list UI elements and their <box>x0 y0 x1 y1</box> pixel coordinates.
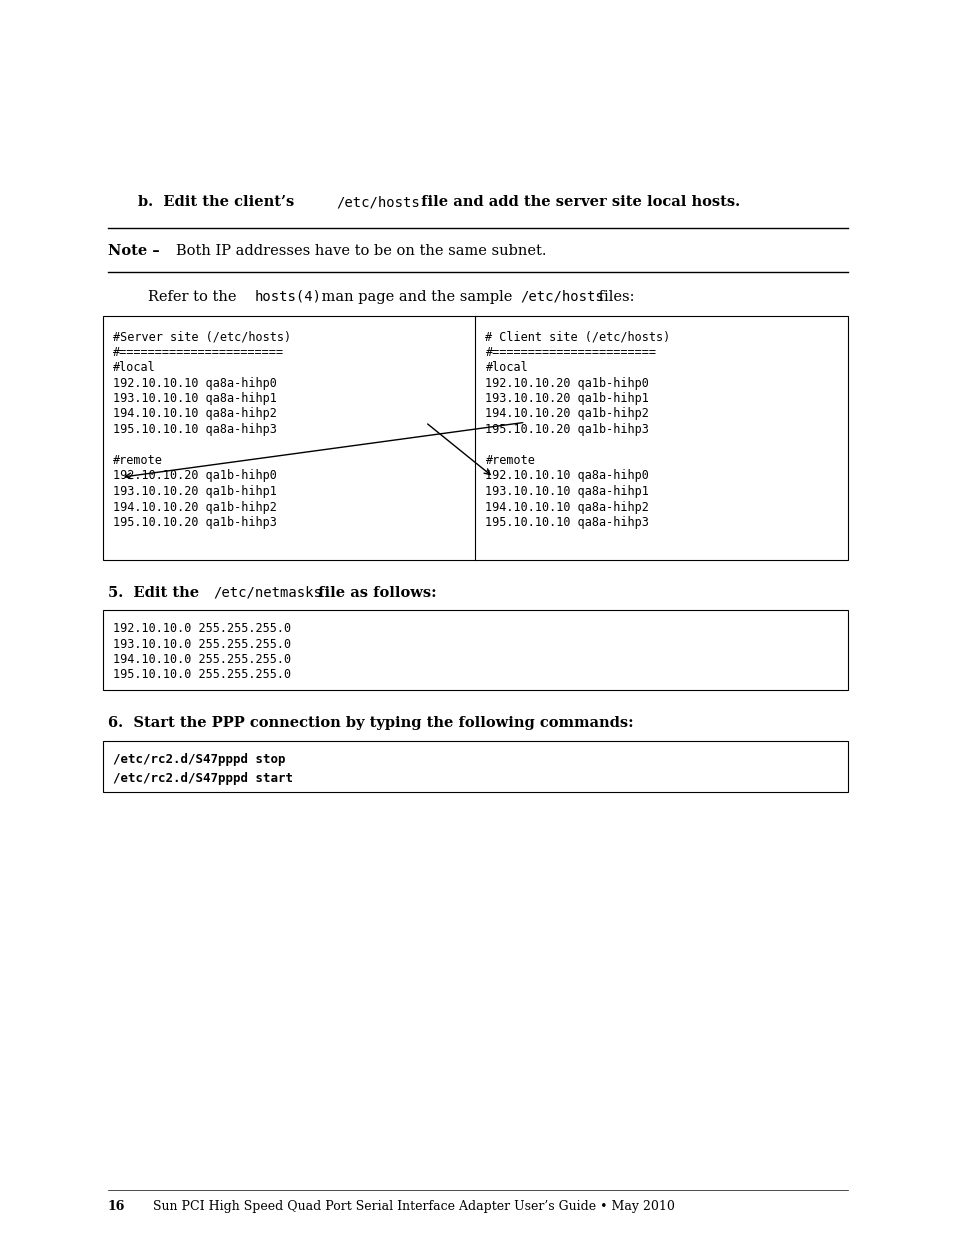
Text: /etc/netmasks: /etc/netmasks <box>213 585 321 600</box>
Text: /etc/hosts: /etc/hosts <box>519 290 603 304</box>
Text: /etc/rc2.d/S47pppd stop: /etc/rc2.d/S47pppd stop <box>112 753 285 766</box>
Text: #=======================: #======================= <box>112 346 284 358</box>
Text: Refer to the: Refer to the <box>148 290 241 304</box>
Text: 6.  Start the PPP connection by typing the following commands:: 6. Start the PPP connection by typing th… <box>108 716 633 730</box>
Text: 192.10.10.20 qa1b-hihp0: 192.10.10.20 qa1b-hihp0 <box>112 469 276 483</box>
Text: # Client site (/etc/hosts): # Client site (/etc/hosts) <box>485 330 670 343</box>
Text: 194.10.10.20 qa1b-hihp2: 194.10.10.20 qa1b-hihp2 <box>112 500 276 514</box>
Text: files:: files: <box>594 290 634 304</box>
Text: man page and the sample: man page and the sample <box>316 290 517 304</box>
Text: file as follows:: file as follows: <box>313 585 436 600</box>
Text: b.  Edit the client’s: b. Edit the client’s <box>138 195 299 209</box>
Text: 194.10.10.10 qa8a-hihp2: 194.10.10.10 qa8a-hihp2 <box>112 408 276 420</box>
Text: #local: #local <box>485 361 528 374</box>
Text: 195.10.10.10 qa8a-hihp3: 195.10.10.10 qa8a-hihp3 <box>112 424 276 436</box>
Text: #remote: #remote <box>485 454 535 467</box>
Text: file and add the server site local hosts.: file and add the server site local hosts… <box>416 195 740 209</box>
Text: 193.10.10.20 qa1b-hihp1: 193.10.10.20 qa1b-hihp1 <box>485 391 649 405</box>
Text: /etc/hosts: /etc/hosts <box>335 195 419 209</box>
Bar <box>103 741 847 792</box>
Text: /etc/rc2.d/S47pppd start: /etc/rc2.d/S47pppd start <box>112 772 293 785</box>
Text: #Server site (/etc/hosts): #Server site (/etc/hosts) <box>112 330 291 343</box>
Text: 193.10.10.10 qa8a-hihp1: 193.10.10.10 qa8a-hihp1 <box>485 485 649 498</box>
Text: 16: 16 <box>108 1200 125 1213</box>
Text: 5.  Edit the: 5. Edit the <box>108 585 204 600</box>
Text: #remote: #remote <box>112 454 163 467</box>
Text: 195.10.10.20 qa1b-hihp3: 195.10.10.20 qa1b-hihp3 <box>112 516 276 529</box>
Text: 193.10.10.0 255.255.255.0: 193.10.10.0 255.255.255.0 <box>112 637 291 651</box>
Bar <box>103 316 847 559</box>
Text: 193.10.10.10 qa8a-hihp1: 193.10.10.10 qa8a-hihp1 <box>112 391 276 405</box>
Text: Note –: Note – <box>108 245 159 258</box>
Text: 192.10.10.10 qa8a-hihp0: 192.10.10.10 qa8a-hihp0 <box>112 377 276 389</box>
Text: 193.10.10.20 qa1b-hihp1: 193.10.10.20 qa1b-hihp1 <box>112 485 276 498</box>
Bar <box>103 610 847 690</box>
Text: 192.10.10.10 qa8a-hihp0: 192.10.10.10 qa8a-hihp0 <box>485 469 649 483</box>
Text: 195.10.10.10 qa8a-hihp3: 195.10.10.10 qa8a-hihp3 <box>485 516 649 529</box>
Text: 192.10.10.0 255.255.255.0: 192.10.10.0 255.255.255.0 <box>112 622 291 635</box>
Text: hosts(4): hosts(4) <box>254 290 322 304</box>
Text: 194.10.10.10 qa8a-hihp2: 194.10.10.10 qa8a-hihp2 <box>485 500 649 514</box>
Text: 192.10.10.20 qa1b-hihp0: 192.10.10.20 qa1b-hihp0 <box>485 377 649 389</box>
Text: 195.10.10.0 255.255.255.0: 195.10.10.0 255.255.255.0 <box>112 668 291 682</box>
Text: Sun PCI High Speed Quad Port Serial Interface Adapter User’s Guide • May 2010: Sun PCI High Speed Quad Port Serial Inte… <box>152 1200 674 1213</box>
Text: 195.10.10.20 qa1b-hihp3: 195.10.10.20 qa1b-hihp3 <box>485 424 649 436</box>
Text: 194.10.10.20 qa1b-hihp2: 194.10.10.20 qa1b-hihp2 <box>485 408 649 420</box>
Text: #local: #local <box>112 361 155 374</box>
Text: #=======================: #======================= <box>485 346 656 358</box>
Text: Both IP addresses have to be on the same subnet.: Both IP addresses have to be on the same… <box>175 245 546 258</box>
Text: 194.10.10.0 255.255.255.0: 194.10.10.0 255.255.255.0 <box>112 653 291 666</box>
